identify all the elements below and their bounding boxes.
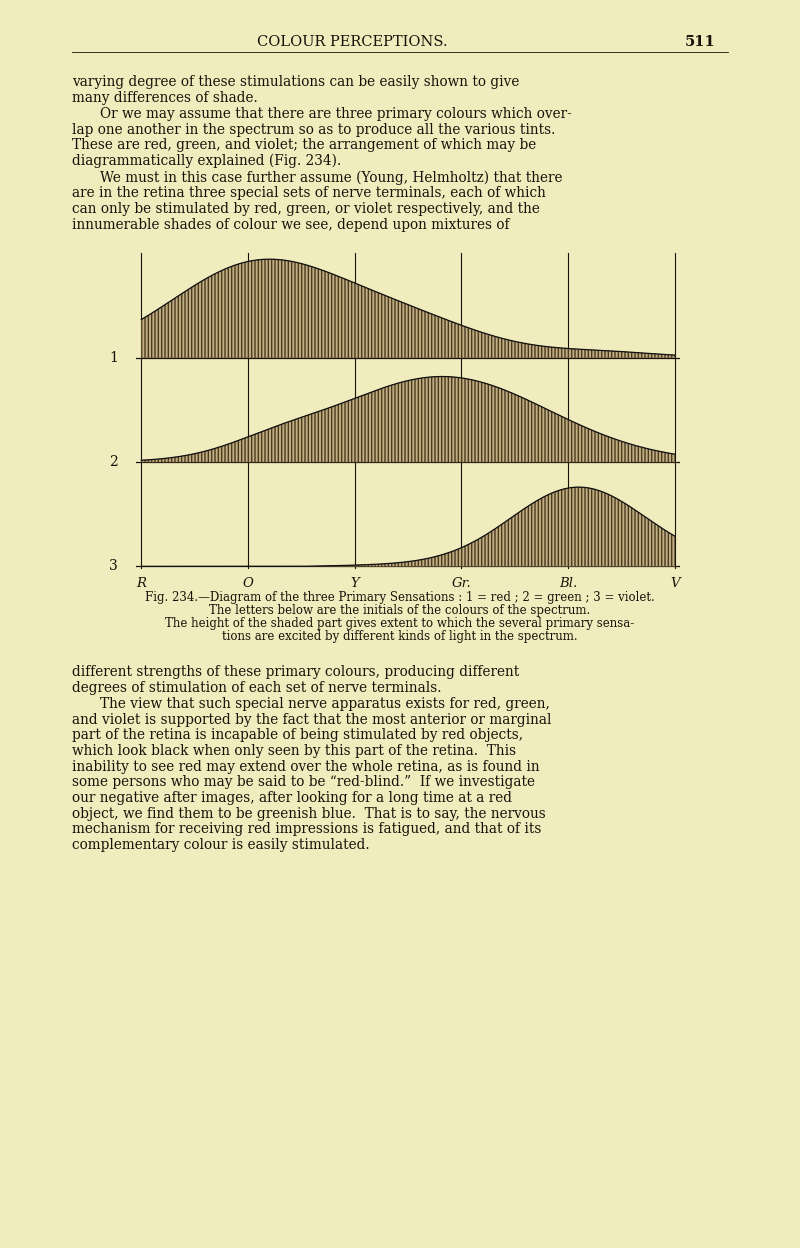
Text: 2: 2 — [109, 456, 118, 469]
Text: Fig. 234.—Diagram of the three Primary Sensations : 1 = red ; 2 = green ; 3 = vi: Fig. 234.—Diagram of the three Primary S… — [145, 592, 655, 604]
Text: Bl.: Bl. — [559, 577, 577, 590]
Text: Y: Y — [350, 577, 359, 590]
Text: degrees of stimulation of each set of nerve terminals.: degrees of stimulation of each set of ne… — [72, 680, 442, 695]
Text: 3: 3 — [109, 559, 118, 573]
Text: innumerable shades of colour we see, depend upon mixtures of: innumerable shades of colour we see, dep… — [72, 217, 510, 232]
Text: inability to see red may extend over the whole retina, as is found in: inability to see red may extend over the… — [72, 760, 540, 774]
Text: We must in this case further assume (Young, Helmholtz) that there: We must in this case further assume (You… — [100, 171, 562, 185]
Text: can only be stimulated by red, green, or violet respectively, and the: can only be stimulated by red, green, or… — [72, 202, 540, 216]
Text: complementary colour is easily stimulated.: complementary colour is easily stimulate… — [72, 839, 370, 852]
Text: 1: 1 — [109, 351, 118, 364]
Text: COLOUR PERCEPTIONS.: COLOUR PERCEPTIONS. — [257, 35, 447, 49]
Text: object, we find them to be greenish blue.  That is to say, the nervous: object, we find them to be greenish blue… — [72, 806, 546, 821]
Text: Or we may assume that there are three primary colours which over-: Or we may assume that there are three pr… — [100, 107, 572, 121]
Text: diagrammatically explained (Fig. 234).: diagrammatically explained (Fig. 234). — [72, 154, 342, 168]
Text: many differences of shade.: many differences of shade. — [72, 91, 258, 105]
Text: varying degree of these stimulations can be easily shown to give: varying degree of these stimulations can… — [72, 75, 519, 89]
Text: The height of the shaded part gives extent to which the several primary sensa-: The height of the shaded part gives exte… — [166, 617, 634, 630]
Text: R: R — [136, 577, 146, 590]
Text: tions are excited by different kinds of light in the spectrum.: tions are excited by different kinds of … — [222, 630, 578, 643]
Text: part of the retina is incapable of being stimulated by red objects,: part of the retina is incapable of being… — [72, 729, 523, 743]
Text: different strengths of these primary colours, producing different: different strengths of these primary col… — [72, 665, 519, 679]
Text: Gr.: Gr. — [451, 577, 471, 590]
Text: lap one another in the spectrum so as to produce all the various tints.: lap one another in the spectrum so as to… — [72, 122, 555, 137]
Text: mechanism for receiving red impressions is fatigued, and that of its: mechanism for receiving red impressions … — [72, 822, 542, 836]
Text: The letters below are the initials of the colours of the spectrum.: The letters below are the initials of th… — [210, 604, 590, 618]
Text: The view that such special nerve apparatus exists for red, green,: The view that such special nerve apparat… — [100, 698, 550, 711]
Text: our negative after images, after looking for a long time at a red: our negative after images, after looking… — [72, 791, 512, 805]
Text: These are red, green, and violet; the arrangement of which may be: These are red, green, and violet; the ar… — [72, 139, 536, 152]
Text: which look black when only seen by this part of the retina.  This: which look black when only seen by this … — [72, 744, 516, 758]
Text: some persons who may be said to be “red-blind.”  If we investigate: some persons who may be said to be “red-… — [72, 775, 535, 790]
Text: O: O — [242, 577, 254, 590]
Text: and violet is supported by the fact that the most anterior or marginal: and violet is supported by the fact that… — [72, 713, 551, 726]
Text: 511: 511 — [686, 35, 716, 49]
Text: V: V — [670, 577, 679, 590]
Text: are in the retina three special sets of nerve terminals, each of which: are in the retina three special sets of … — [72, 186, 546, 200]
